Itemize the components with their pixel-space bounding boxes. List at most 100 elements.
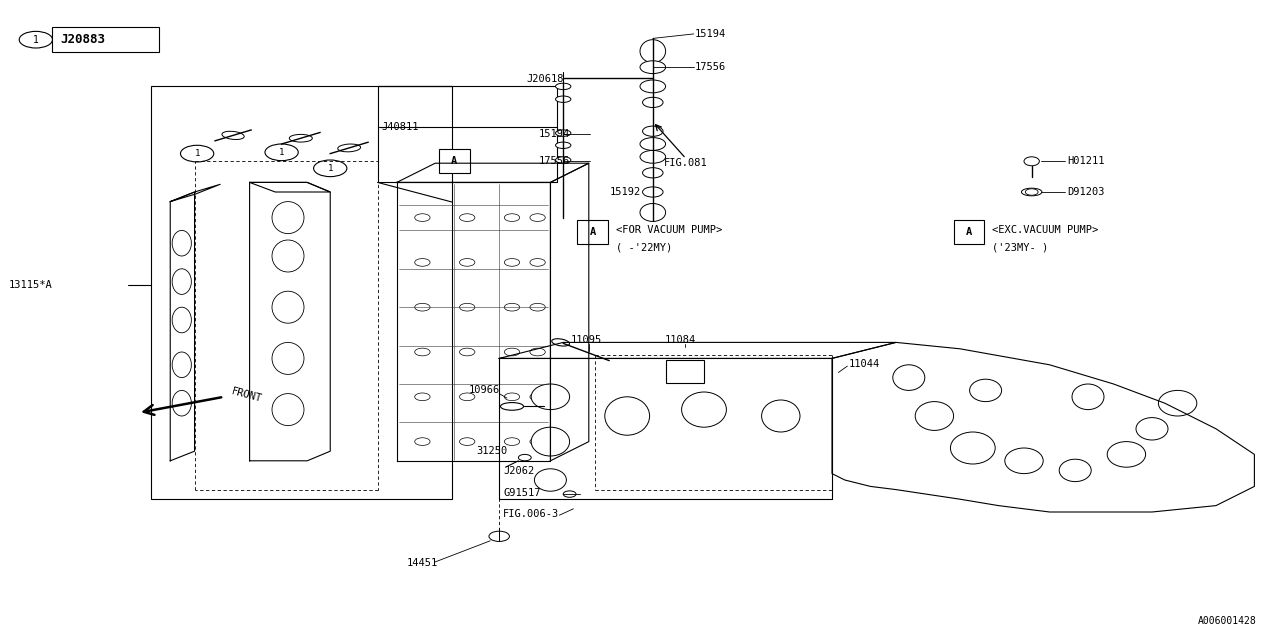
Ellipse shape bbox=[640, 204, 666, 221]
Ellipse shape bbox=[221, 131, 244, 140]
Text: 13115*A: 13115*A bbox=[9, 280, 52, 290]
Bar bbox=[151, 86, 452, 499]
Ellipse shape bbox=[500, 403, 524, 410]
Text: J2062: J2062 bbox=[503, 466, 534, 476]
Ellipse shape bbox=[273, 394, 305, 426]
Circle shape bbox=[504, 348, 520, 356]
Ellipse shape bbox=[1005, 448, 1043, 474]
Ellipse shape bbox=[643, 126, 663, 136]
Text: J40811: J40811 bbox=[381, 122, 419, 132]
Text: 1: 1 bbox=[33, 35, 38, 45]
Text: 14451: 14451 bbox=[407, 558, 438, 568]
Circle shape bbox=[504, 214, 520, 221]
Text: J20618: J20618 bbox=[526, 74, 563, 84]
Text: G91517: G91517 bbox=[503, 488, 540, 498]
Text: D91203: D91203 bbox=[1068, 187, 1105, 197]
Text: <EXC.VACUUM PUMP>: <EXC.VACUUM PUMP> bbox=[992, 225, 1098, 235]
Text: A: A bbox=[590, 227, 595, 237]
Bar bbox=[439, 149, 470, 173]
Circle shape bbox=[460, 438, 475, 445]
Text: 1: 1 bbox=[328, 164, 333, 173]
Ellipse shape bbox=[556, 157, 571, 163]
Text: FIG.081: FIG.081 bbox=[664, 158, 708, 168]
Circle shape bbox=[504, 393, 520, 401]
Circle shape bbox=[415, 348, 430, 356]
Ellipse shape bbox=[1021, 188, 1042, 196]
Bar bbox=[666, 360, 704, 383]
Circle shape bbox=[415, 214, 430, 221]
Circle shape bbox=[530, 214, 545, 221]
Text: 17556: 17556 bbox=[539, 156, 570, 166]
Ellipse shape bbox=[535, 468, 566, 492]
Ellipse shape bbox=[273, 202, 305, 234]
Ellipse shape bbox=[172, 230, 192, 256]
Circle shape bbox=[530, 438, 545, 445]
Circle shape bbox=[415, 303, 430, 311]
Text: 31250: 31250 bbox=[476, 445, 507, 456]
Ellipse shape bbox=[640, 61, 666, 74]
Circle shape bbox=[530, 348, 545, 356]
Ellipse shape bbox=[556, 83, 571, 90]
Ellipse shape bbox=[1158, 390, 1197, 416]
Ellipse shape bbox=[172, 352, 192, 378]
Text: 17556: 17556 bbox=[695, 62, 726, 72]
Ellipse shape bbox=[1073, 384, 1103, 410]
Text: ( -'22MY): ( -'22MY) bbox=[616, 243, 672, 253]
Ellipse shape bbox=[172, 269, 192, 294]
Ellipse shape bbox=[556, 130, 571, 136]
Ellipse shape bbox=[273, 342, 305, 374]
Text: <FOR VACUUM PUMP>: <FOR VACUUM PUMP> bbox=[616, 225, 722, 235]
Circle shape bbox=[415, 393, 430, 401]
Circle shape bbox=[460, 214, 475, 221]
Ellipse shape bbox=[518, 454, 531, 461]
Ellipse shape bbox=[1107, 442, 1146, 467]
Circle shape bbox=[504, 438, 520, 445]
Circle shape bbox=[1025, 189, 1038, 195]
Ellipse shape bbox=[289, 134, 312, 142]
Ellipse shape bbox=[640, 138, 666, 150]
Circle shape bbox=[504, 303, 520, 311]
Circle shape bbox=[530, 259, 545, 266]
Text: 15192: 15192 bbox=[609, 187, 640, 197]
Text: 1: 1 bbox=[279, 148, 284, 157]
Text: A006001428: A006001428 bbox=[1198, 616, 1257, 626]
Circle shape bbox=[504, 259, 520, 266]
Ellipse shape bbox=[531, 428, 570, 456]
Circle shape bbox=[415, 259, 430, 266]
Ellipse shape bbox=[643, 168, 663, 178]
Ellipse shape bbox=[563, 491, 576, 497]
Ellipse shape bbox=[1060, 460, 1091, 482]
Ellipse shape bbox=[640, 40, 666, 63]
Text: ('23MY- ): ('23MY- ) bbox=[992, 243, 1048, 253]
Circle shape bbox=[460, 393, 475, 401]
Text: 1: 1 bbox=[195, 149, 200, 158]
Ellipse shape bbox=[970, 379, 1002, 402]
Text: A: A bbox=[452, 156, 457, 166]
Ellipse shape bbox=[273, 291, 305, 323]
Circle shape bbox=[415, 438, 430, 445]
Ellipse shape bbox=[915, 402, 954, 431]
Ellipse shape bbox=[338, 144, 361, 152]
Ellipse shape bbox=[552, 339, 570, 346]
Text: FRONT: FRONT bbox=[230, 386, 264, 404]
Ellipse shape bbox=[640, 150, 666, 163]
Ellipse shape bbox=[605, 397, 650, 435]
Ellipse shape bbox=[172, 307, 192, 333]
Bar bbox=[577, 220, 608, 244]
Text: J20883: J20883 bbox=[60, 33, 105, 46]
Text: 15194: 15194 bbox=[539, 129, 570, 140]
Circle shape bbox=[460, 348, 475, 356]
Ellipse shape bbox=[531, 384, 570, 410]
Ellipse shape bbox=[643, 97, 663, 108]
Ellipse shape bbox=[1024, 157, 1039, 166]
Text: 11095: 11095 bbox=[571, 335, 602, 346]
Ellipse shape bbox=[556, 142, 571, 148]
Ellipse shape bbox=[762, 400, 800, 432]
Circle shape bbox=[530, 393, 545, 401]
Text: A: A bbox=[966, 227, 972, 237]
Bar bbox=[378, 86, 557, 182]
Ellipse shape bbox=[893, 365, 925, 390]
Ellipse shape bbox=[950, 432, 996, 464]
Ellipse shape bbox=[556, 96, 571, 102]
Ellipse shape bbox=[273, 240, 305, 272]
